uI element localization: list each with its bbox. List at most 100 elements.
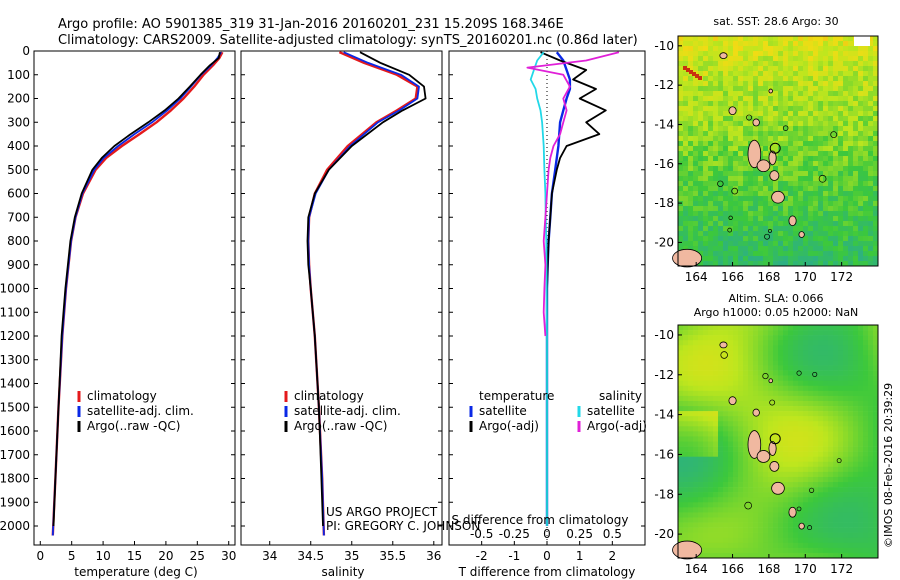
map-cell: [833, 532, 839, 539]
map-cell: [788, 542, 794, 549]
map-cell: [738, 451, 744, 457]
map-cell: [773, 101, 779, 107]
map-cell: [788, 476, 794, 483]
map-cell: [808, 236, 814, 242]
map-cell: [783, 522, 789, 528]
map-cell: [758, 131, 764, 137]
map-cell: [808, 537, 814, 544]
map-cell: [808, 340, 814, 346]
map-cell: [733, 246, 739, 252]
map-cell: [783, 355, 789, 361]
map-cell: [718, 441, 724, 447]
map-cell: [788, 131, 794, 137]
map-cell: [848, 51, 854, 57]
map-cell: [743, 497, 749, 503]
map-cell: [833, 126, 839, 132]
map-cell: [738, 542, 744, 549]
map-cell: [768, 527, 774, 533]
map-cell: [713, 527, 719, 533]
map-cell: [678, 196, 684, 202]
map-cell: [843, 251, 849, 257]
map-cell: [743, 471, 749, 478]
map-cell: [863, 91, 869, 97]
map-cell: [793, 421, 799, 427]
map-cell: [688, 116, 694, 122]
map-cell: [758, 350, 764, 356]
map-cell: [868, 360, 874, 366]
map-cell: [738, 416, 744, 422]
map-cell: [838, 236, 844, 242]
map-cell: [873, 176, 879, 182]
map-cell: [693, 151, 699, 157]
map-cell: [688, 390, 694, 397]
map-cell: [818, 461, 824, 468]
map-cell: [738, 56, 744, 62]
map-cell: [688, 126, 694, 132]
map-cell: [753, 206, 759, 212]
map-cell: [693, 201, 699, 207]
map-cell: [833, 497, 839, 503]
map-cell: [753, 532, 759, 539]
map-cell: [753, 231, 759, 237]
map-cell: [763, 116, 769, 122]
map-cell: [758, 181, 764, 187]
map-cell: [823, 365, 829, 371]
map-cell: [708, 61, 714, 67]
map-cell: [818, 365, 824, 371]
map-cell: [748, 36, 754, 42]
map-cell: [793, 335, 799, 341]
map-cell: [848, 106, 854, 112]
map-cell: [728, 406, 734, 412]
map-cell: [783, 161, 789, 167]
island: [771, 190, 785, 204]
map-cell: [808, 502, 814, 508]
legend-label: Argo(-adj): [587, 419, 647, 433]
map-cell: [703, 61, 709, 67]
map-cell: [853, 46, 859, 52]
map-cell: [833, 436, 839, 442]
map-cell: [828, 390, 834, 397]
map-cell: [763, 436, 769, 442]
map-cell: [778, 81, 784, 87]
map-cell: [843, 236, 849, 242]
map-cell: [738, 400, 744, 407]
map-cell: [868, 196, 874, 202]
map-cell: [728, 360, 734, 366]
map-cell: [828, 527, 834, 533]
map-cell: [678, 395, 684, 402]
map-cell: [713, 201, 719, 207]
map-cell: [808, 46, 814, 52]
map-cell: [813, 471, 819, 478]
map-cell: [868, 36, 874, 42]
map-cell: [758, 482, 764, 488]
map-cell: [738, 36, 744, 42]
map-cell: [763, 380, 769, 387]
temperature-axis-label: temperature (deg C): [74, 565, 197, 579]
map-cell: [793, 141, 799, 147]
map-cell: [733, 466, 739, 473]
series-line-climatology: [307, 51, 419, 536]
map-cell: [873, 36, 879, 42]
map-cell: [788, 502, 794, 508]
map-cell: [683, 186, 689, 192]
map-cell: [823, 246, 829, 252]
map-cell: [708, 151, 714, 157]
map-cell: [843, 375, 849, 382]
map-cell: [698, 451, 704, 457]
map-cell: [748, 522, 754, 528]
map-cell: [843, 261, 849, 267]
map-cell: [708, 476, 714, 483]
map-cell: [783, 131, 789, 137]
map-cell: [723, 91, 729, 97]
map-cell: [788, 36, 794, 42]
map-cell: [843, 360, 849, 366]
map-cell: [853, 206, 859, 212]
map-cell: [843, 411, 849, 417]
map-cell: [778, 411, 784, 417]
map-cell: [728, 456, 734, 463]
map-cell: [723, 171, 729, 177]
map-cell: [848, 345, 854, 351]
map-cell: [808, 126, 814, 132]
map-cell: [743, 406, 749, 412]
map-cell: [678, 441, 684, 447]
